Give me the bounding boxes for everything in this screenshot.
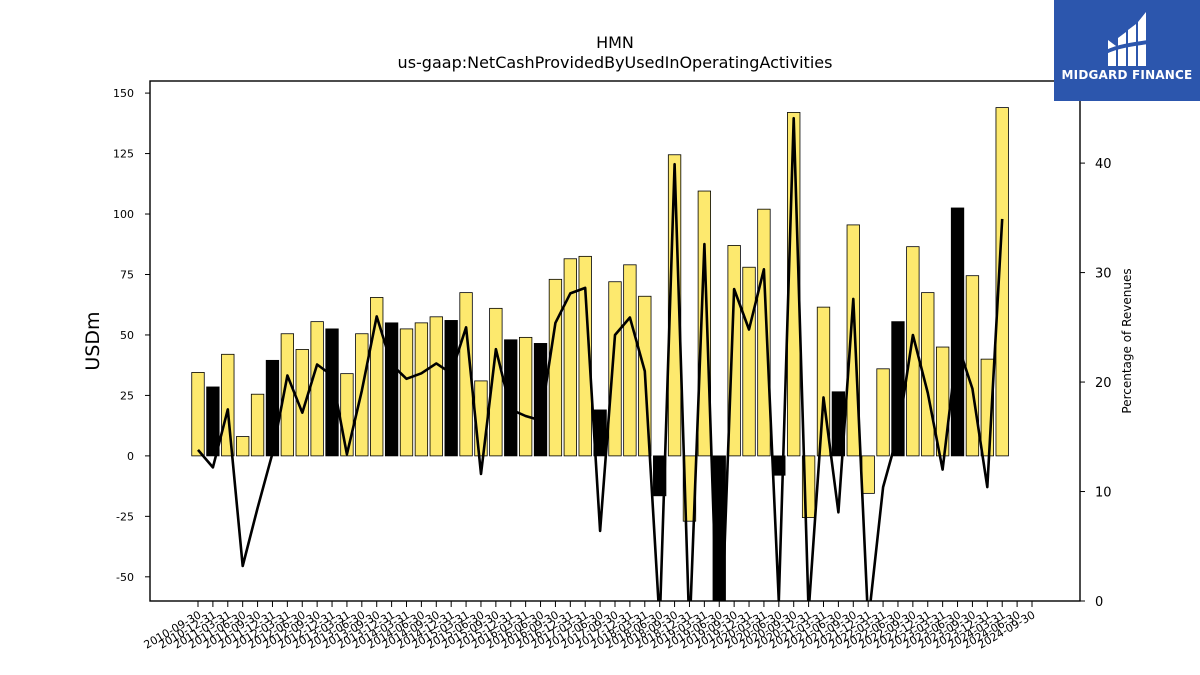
bar bbox=[906, 246, 920, 457]
y-tick-label: 25 bbox=[120, 389, 134, 402]
midgard-finance-logo: MIDGARD FINANCE bbox=[1054, 0, 1200, 101]
bar bbox=[608, 281, 622, 457]
bar bbox=[742, 266, 756, 457]
bar bbox=[653, 455, 667, 497]
bar bbox=[384, 322, 399, 457]
bar bbox=[995, 107, 1009, 457]
bar bbox=[325, 328, 339, 457]
y2-tick-label: 10 bbox=[1095, 486, 1112, 501]
bar bbox=[697, 190, 712, 457]
bar bbox=[935, 346, 950, 457]
bar bbox=[533, 343, 548, 457]
bar bbox=[310, 321, 324, 457]
y2-tick-label: 30 bbox=[1095, 267, 1112, 282]
chart-title: HMN bbox=[596, 33, 634, 52]
bar bbox=[444, 320, 458, 457]
bar bbox=[563, 258, 577, 457]
bar bbox=[846, 224, 860, 457]
y2-tick-label: 0 bbox=[1095, 595, 1103, 610]
y2-axis-label: Percentage of Revenues bbox=[1120, 268, 1134, 413]
bar bbox=[250, 393, 265, 457]
y-tick-label: 75 bbox=[120, 268, 134, 281]
y-tick-label: 0 bbox=[127, 450, 134, 463]
bar bbox=[965, 275, 980, 457]
bar bbox=[623, 264, 637, 457]
bar bbox=[861, 455, 875, 494]
bar bbox=[191, 372, 205, 457]
bar bbox=[221, 353, 235, 457]
y-tick-label: 100 bbox=[113, 208, 134, 221]
bar bbox=[504, 339, 518, 457]
midgard-logo-icon bbox=[1106, 12, 1148, 66]
bar bbox=[548, 278, 563, 457]
y-tick-label: 150 bbox=[113, 87, 134, 100]
bar bbox=[236, 436, 250, 457]
logo-text: MIDGARD FINANCE bbox=[1061, 68, 1193, 82]
bar bbox=[399, 328, 414, 457]
bar bbox=[295, 349, 309, 457]
bar bbox=[950, 207, 965, 457]
y2-tick-label: 40 bbox=[1095, 157, 1112, 172]
bar bbox=[280, 333, 295, 457]
y2-tick-label: 20 bbox=[1095, 376, 1112, 391]
bar bbox=[876, 368, 890, 457]
y-tick-label: -25 bbox=[116, 510, 134, 523]
bar bbox=[518, 336, 533, 457]
y-axis-label: USDm bbox=[82, 311, 104, 370]
bar bbox=[414, 322, 429, 457]
y-tick-label: -50 bbox=[116, 571, 134, 584]
y-tick-label: 50 bbox=[120, 329, 134, 342]
bar bbox=[265, 359, 280, 457]
bar bbox=[206, 386, 220, 457]
series-line bbox=[197, 116, 1004, 601]
bar bbox=[578, 255, 592, 457]
bar bbox=[757, 208, 771, 457]
plot-area bbox=[191, 107, 1009, 601]
bar bbox=[429, 316, 443, 457]
bar bbox=[340, 373, 354, 457]
y-tick-label: 125 bbox=[113, 148, 134, 161]
bar bbox=[489, 307, 503, 457]
chart-subtitle: us-gaap:NetCashProvidedByUsedInOperating… bbox=[398, 53, 833, 72]
